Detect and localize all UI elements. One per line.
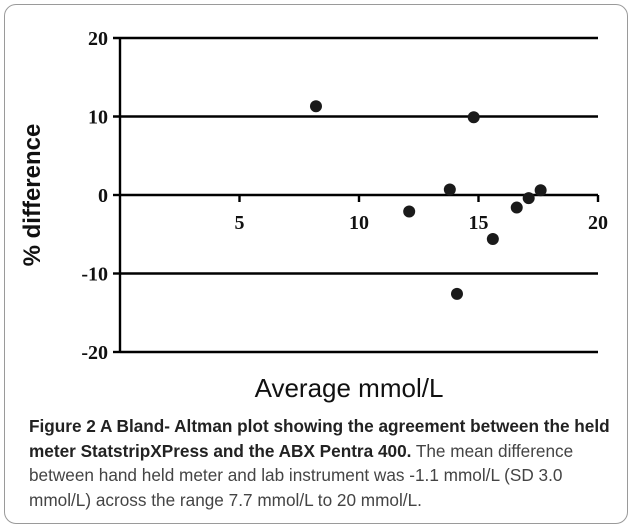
data-point <box>403 205 416 218</box>
caption-description: The mean difference between hand held me… <box>29 440 574 510</box>
x-tick-label: 15 <box>469 212 489 234</box>
scatter-plot: 20 10 0 -10 -20 5 10 15 20 % difference Average mm… <box>19 28 608 403</box>
data-point <box>450 287 463 300</box>
x-tick-label: 5 <box>235 212 245 234</box>
y-tick-label: -10 <box>81 264 108 286</box>
data-point <box>309 100 322 113</box>
data-point <box>443 183 456 196</box>
figure-frame: 20 10 0 -10 -20 5 10 15 20 % difference Average mm… <box>4 4 628 524</box>
y-tick-label: 0 <box>98 185 108 207</box>
x-axis-label: Average mmol/L <box>255 373 444 403</box>
data-point <box>486 232 499 245</box>
y-tick-label: 10 <box>88 107 108 129</box>
y-axis-label: % difference <box>19 124 46 267</box>
x-tick-label: 20 <box>588 212 608 234</box>
caption-title: Figure 2 A Bland- Altman plot showing th… <box>29 416 610 461</box>
data-point <box>522 192 535 205</box>
figure-caption: Figure 2 A Bland- Altman plot showing th… <box>29 414 621 512</box>
data-point <box>510 201 523 214</box>
y-tick-label: -20 <box>81 342 108 364</box>
x-tick-label: 10 <box>349 212 369 234</box>
data-point <box>534 184 547 197</box>
y-tick-label: 20 <box>88 28 108 50</box>
data-point <box>467 111 480 124</box>
